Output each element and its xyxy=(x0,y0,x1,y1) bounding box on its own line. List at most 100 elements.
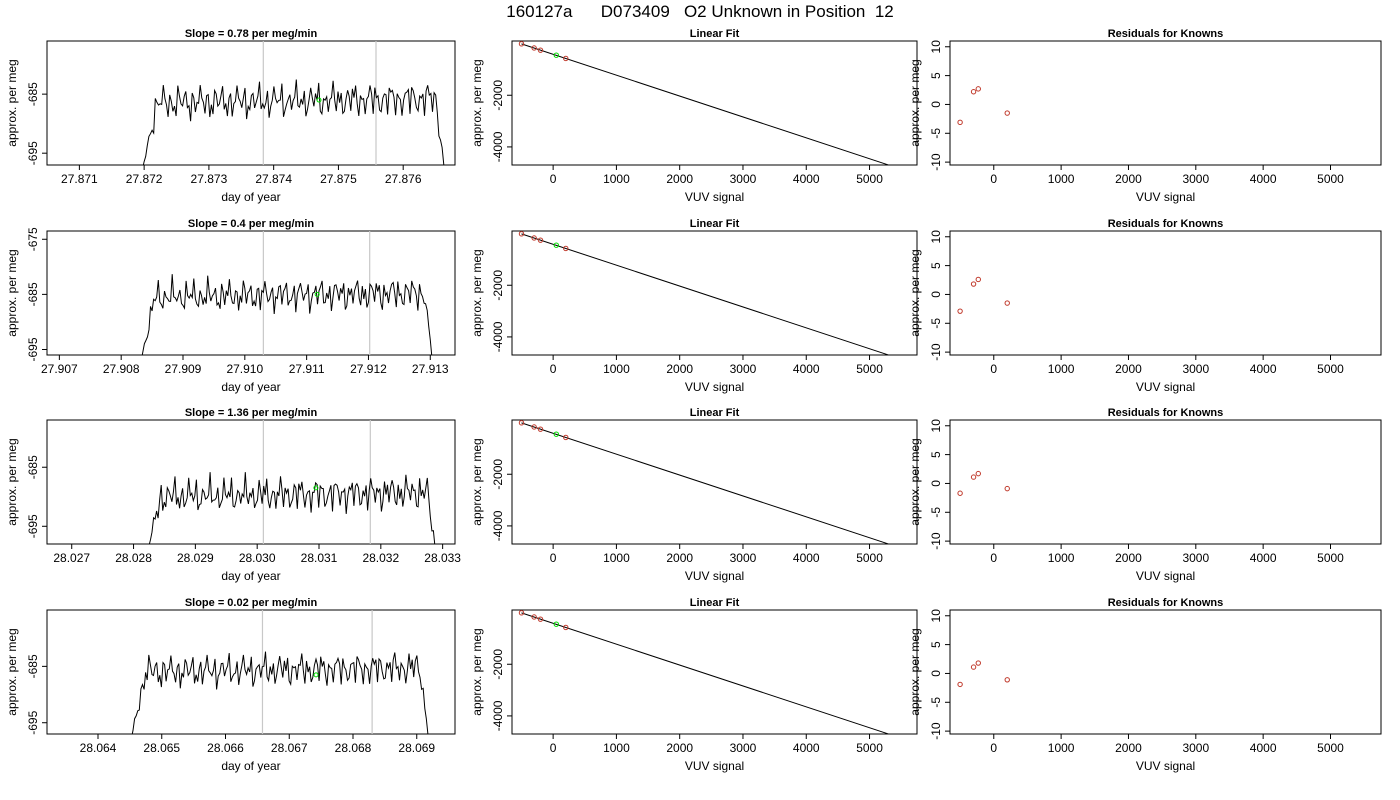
x-tick-label: 4000 xyxy=(793,172,820,186)
x-tick-label: 27.909 xyxy=(165,362,202,376)
y-axis-label: approx. per meg xyxy=(470,249,484,336)
fit-line xyxy=(521,612,891,734)
known-point xyxy=(537,426,544,432)
y-tick-label: -4000 xyxy=(491,131,505,162)
x-tick-label: 27.908 xyxy=(103,362,140,376)
y-tick-label: 5 xyxy=(929,262,943,269)
x-tick-label: 2000 xyxy=(1115,741,1142,755)
data-marks xyxy=(957,86,1010,126)
x-tick-label: 3000 xyxy=(730,551,757,565)
x-tick-label: 3000 xyxy=(730,172,757,186)
y-tick-label: -695 xyxy=(26,337,40,361)
figure-title: 160127a D073409 O2 Unknown in Position 1… xyxy=(506,2,894,21)
data-marks xyxy=(957,276,1010,314)
y-tick-label: 0 xyxy=(929,670,943,677)
x-tick-label: 3000 xyxy=(1182,362,1209,376)
x-tick-label: 2000 xyxy=(666,362,693,376)
data-marks xyxy=(518,610,891,734)
known-point xyxy=(537,237,544,243)
x-tick-label: 2000 xyxy=(666,172,693,186)
x-tick-label: 5000 xyxy=(1317,172,1344,186)
x-tick-label: 3000 xyxy=(730,362,757,376)
x-axis-label: day of year xyxy=(221,569,280,583)
x-tick-label: 2000 xyxy=(1115,551,1142,565)
x-tick-label: 1000 xyxy=(1048,172,1075,186)
data-marks xyxy=(957,470,1010,496)
residual-point xyxy=(975,660,981,666)
x-tick-label: 28.029 xyxy=(177,551,214,565)
panel-title: Linear Fit xyxy=(690,407,740,419)
panel-title: Residuals for Knowns xyxy=(1108,407,1224,419)
x-tick-label: 27.871 xyxy=(61,172,98,186)
y-tick-label: 10 xyxy=(929,609,943,623)
x-tick-label: 1000 xyxy=(603,362,630,376)
known-point xyxy=(531,235,537,241)
x-tick-label: 1000 xyxy=(603,551,630,565)
unknown-marker xyxy=(313,672,319,678)
unknown-marker xyxy=(313,485,319,491)
panel-title: Residuals for Knowns xyxy=(1108,28,1224,40)
x-axis-label: VUV signal xyxy=(1136,569,1195,583)
x-tick-label: 5000 xyxy=(856,362,883,376)
x-tick-label: 27.911 xyxy=(289,362,325,376)
x-tick-label: 1000 xyxy=(1048,362,1075,376)
x-axis-label: day of year xyxy=(221,380,280,394)
residual-point xyxy=(975,470,981,477)
panel-linear-fit-row3: Linear Fit 0 1000 2000 3000 4000 5000 -4000 -200… xyxy=(470,597,918,773)
panel-title: Linear Fit xyxy=(690,597,740,609)
residual-point xyxy=(970,281,977,287)
panel-residuals-row2: Residuals for Knowns 0 1000 2000 3000 4000 500… xyxy=(908,407,1382,583)
known-point xyxy=(563,434,569,441)
plot-frame xyxy=(46,230,456,356)
y-tick-label: 0 xyxy=(929,101,943,108)
residual-point xyxy=(957,119,963,126)
y-tick-label: -10 xyxy=(929,153,943,171)
unknown-point xyxy=(553,242,559,248)
panel-linear-fit-row1: Linear Fit 0 1000 2000 3000 4000 5000 -4000 -200… xyxy=(470,218,918,394)
residual-point xyxy=(1004,110,1010,116)
x-tick-label: 2000 xyxy=(666,551,693,565)
x-tick-label: 2000 xyxy=(666,741,693,755)
unknown-point xyxy=(553,52,559,58)
residual-point xyxy=(957,308,963,314)
y-tick-label: 10 xyxy=(929,419,943,433)
data-marks xyxy=(141,231,433,355)
y-tick-label: -2000 xyxy=(491,649,505,680)
y-tick-label: 10 xyxy=(929,40,943,54)
x-tick-label: 3000 xyxy=(1182,551,1209,565)
x-tick-label: 0 xyxy=(990,362,997,376)
plot-frame xyxy=(949,609,1382,735)
x-axis-label: VUV signal xyxy=(1136,759,1195,773)
x-tick-label: 27.910 xyxy=(226,362,263,376)
x-tick-label: 4000 xyxy=(793,362,820,376)
known-point xyxy=(531,45,537,51)
y-tick-label: -2000 xyxy=(491,270,505,301)
panel-title: Linear Fit xyxy=(690,218,740,230)
plot-frame xyxy=(46,419,456,545)
data-marks xyxy=(142,41,445,165)
y-tick-label: -5 xyxy=(929,318,943,329)
known-point xyxy=(518,610,525,616)
known-point xyxy=(563,245,569,252)
y-axis-label: approx. per meg xyxy=(5,628,19,715)
y-tick-label: -685 xyxy=(26,455,40,479)
panel-residuals-row0: Residuals for Knowns 0 1000 2000 3000 4000 500… xyxy=(908,28,1382,204)
y-tick-label: 5 xyxy=(929,451,943,458)
x-tick-label: 28.030 xyxy=(239,551,276,565)
panel-title: Slope = 0.4 per meg/min xyxy=(188,218,315,230)
residual-point xyxy=(1004,485,1010,492)
y-tick-label: 10 xyxy=(929,230,943,244)
y-tick-label: -695 xyxy=(26,141,40,165)
x-tick-label: 5000 xyxy=(856,551,883,565)
y-tick-label: -5 xyxy=(929,697,943,708)
known-point xyxy=(531,614,537,620)
plot-frame xyxy=(511,609,918,735)
data-marks xyxy=(148,420,436,544)
x-tick-label: 4000 xyxy=(793,551,820,565)
x-tick-label: 5000 xyxy=(856,172,883,186)
data-marks xyxy=(518,420,891,544)
residual-point xyxy=(957,681,963,688)
residual-point xyxy=(975,276,981,283)
plot-frame xyxy=(949,419,1382,545)
